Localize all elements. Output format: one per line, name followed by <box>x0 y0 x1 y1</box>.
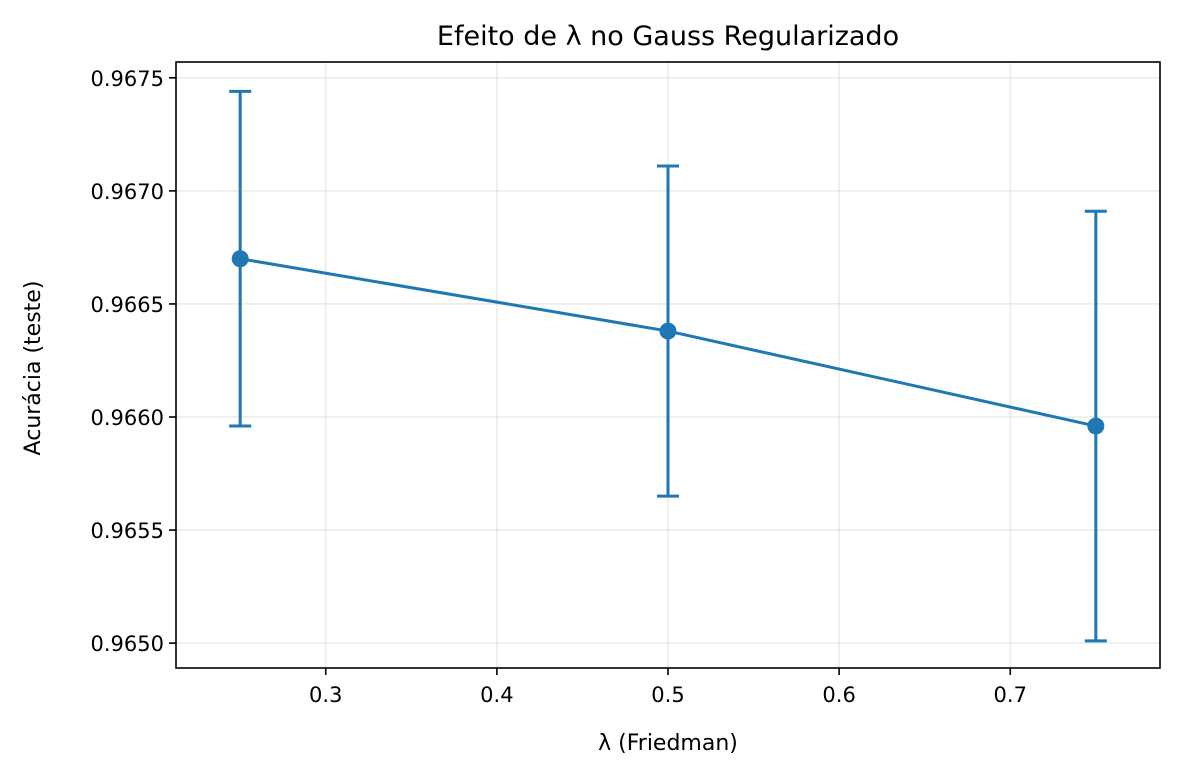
y-tick-label: 0.9665 <box>91 293 164 317</box>
chart-title: Efeito de λ no Gauss Regularizado <box>437 21 899 52</box>
ticks-layer: 0.3 0.4 0.5 0.6 0.7 0.9650 0.9655 0.9660 0.9665 0… <box>91 67 1027 707</box>
y-tick-label: 0.9670 <box>91 180 164 204</box>
y-tick-label: 0.9660 <box>91 406 164 430</box>
data-point <box>659 322 677 340</box>
y-axis-label: Acurácia (teste) <box>21 281 46 456</box>
x-axis-label: λ (Friedman) <box>598 731 738 756</box>
x-tick-label: 0.6 <box>822 683 855 707</box>
data-point <box>231 250 249 268</box>
data-point <box>1087 417 1105 435</box>
y-tick-label: 0.9650 <box>91 632 164 656</box>
y-tick-label: 0.9675 <box>91 67 164 91</box>
series-layer <box>229 89 1107 643</box>
y-tick-label: 0.9655 <box>91 519 164 543</box>
x-tick-label: 0.5 <box>651 683 684 707</box>
x-tick-label: 0.3 <box>309 683 342 707</box>
x-tick-label: 0.4 <box>480 683 513 707</box>
x-tick-label: 0.7 <box>994 683 1027 707</box>
